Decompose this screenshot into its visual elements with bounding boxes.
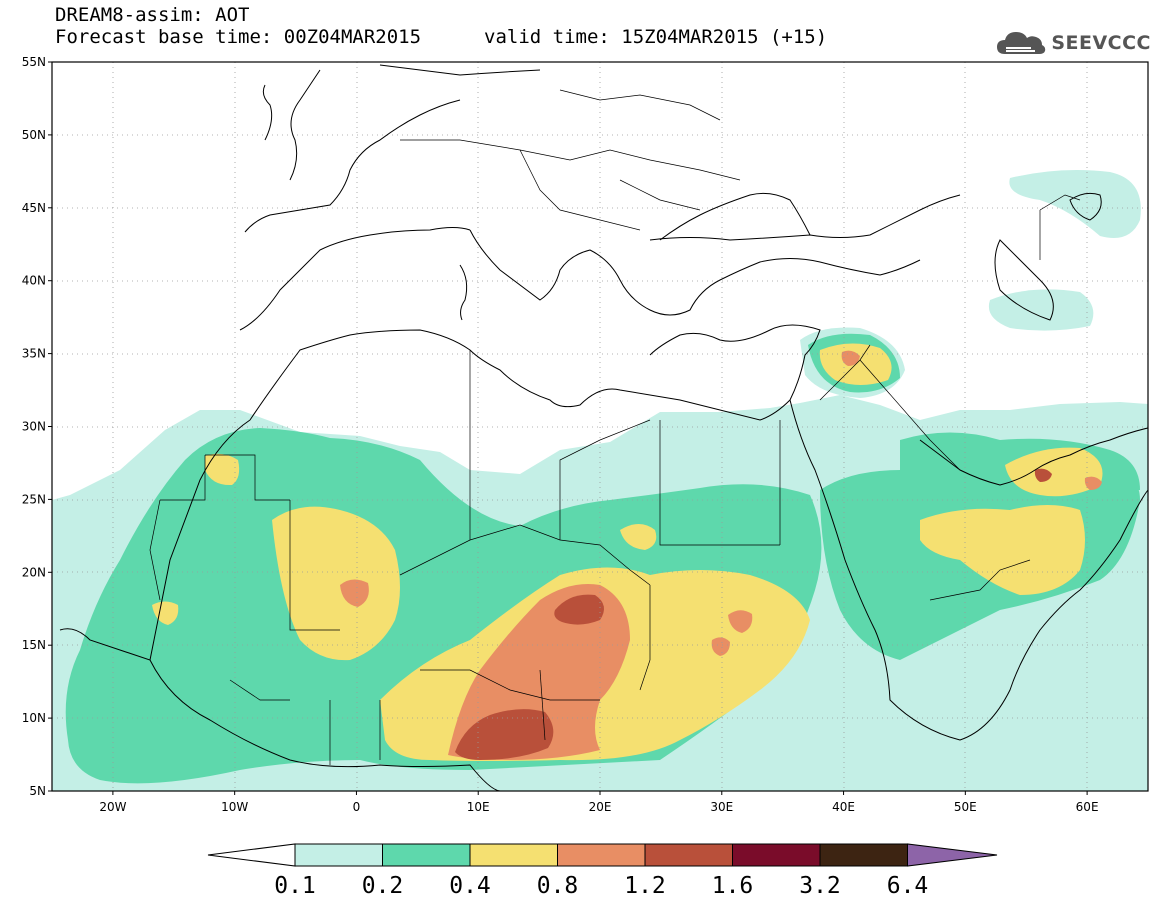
lat-axis: 55N 50N 45N 40N 35N 30N 25N 20N 15N 10N 5N (22, 55, 52, 798)
lat-tick-label: 55N (22, 55, 46, 69)
lat-tick-label: 45N (22, 201, 46, 215)
brand-logo: SEEVCCC (995, 28, 1151, 58)
lat-tick-label: 30N (22, 420, 46, 434)
lat-tick-label: 50N (22, 128, 46, 142)
lon-tick-label: 20W (99, 800, 126, 814)
brand-name: SEEVCCC (1051, 32, 1151, 54)
lat-tick-label: 5N (29, 784, 46, 798)
colorbar-level-label: 0.1 (274, 873, 316, 899)
colorbar-level-label: 0.2 (362, 873, 404, 899)
colorbar-level-label: 1.6 (712, 873, 754, 899)
lon-tick-label: 30E (710, 800, 733, 814)
lat-tick-label: 15N (22, 638, 46, 652)
lon-tick-label: 10E (467, 800, 490, 814)
colorbar-level-label: 0.8 (537, 873, 579, 899)
colorbar-swatch (819, 843, 908, 867)
cloud-icon (997, 32, 1046, 54)
lon-tick-label: 10W (221, 800, 248, 814)
colorbar-swatch (469, 843, 558, 867)
colorbar-level-label: 3.2 (799, 873, 841, 899)
colorbar-swatch (644, 843, 733, 867)
colorbar: 0.1 0.2 0.4 0.8 1.2 1.6 3.2 6.4 (207, 843, 998, 899)
lat-tick-label: 25N (22, 492, 46, 506)
lat-tick-label: 10N (22, 711, 46, 725)
lon-tick-label: 50E (954, 800, 977, 814)
lon-tick-label: 60E (1076, 800, 1099, 814)
forecast-base-time: Forecast base time: 00Z04MAR2015 (55, 26, 422, 48)
lon-tick-label: 40E (832, 800, 855, 814)
map-title: DREAM8-assim: AOT (55, 4, 250, 26)
colorbar-swatch (294, 843, 383, 867)
aot-level-1.2-layer (455, 468, 1052, 760)
colorbar-over-arrow (907, 843, 998, 867)
lat-tick-label: 35N (22, 347, 46, 361)
map-plot-area (52, 62, 1148, 791)
colorbar-swatch (382, 843, 471, 867)
country-borders (149, 89, 1081, 765)
colorbar-level-label: 6.4 (887, 873, 929, 899)
colorbar-swatch (732, 843, 821, 867)
lat-tick-label: 40N (22, 274, 46, 288)
lon-tick-label: 0 (353, 800, 361, 814)
lon-tick-label: 20E (589, 800, 612, 814)
colorbar-under-arrow (207, 843, 296, 867)
lon-axis: 20W 10W 0 10E 20E 30E 40E 50E 60E (99, 791, 1099, 814)
lat-tick-label: 20N (22, 565, 46, 579)
colorbar-level-label: 1.2 (624, 873, 666, 899)
colorbar-level-label: 0.4 (449, 873, 491, 899)
valid-time: valid time: 15Z04MAR2015 (+15) (484, 26, 828, 48)
colorbar-swatch (557, 843, 646, 867)
